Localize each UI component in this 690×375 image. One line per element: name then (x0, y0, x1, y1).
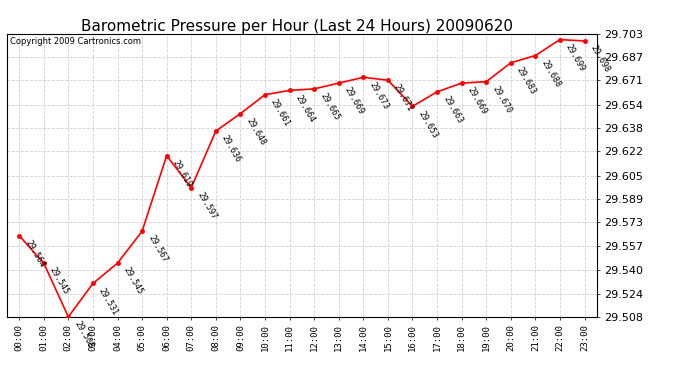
Text: 29.545: 29.545 (48, 266, 71, 296)
Text: 29.664: 29.664 (294, 93, 317, 124)
Text: 29.665: 29.665 (318, 92, 341, 122)
Text: 29.619: 29.619 (171, 159, 194, 189)
Text: Copyright 2009 Cartronics.com: Copyright 2009 Cartronics.com (10, 37, 141, 46)
Text: 29.648: 29.648 (244, 116, 268, 147)
Text: 29.636: 29.636 (220, 134, 243, 164)
Text: 29.669: 29.669 (466, 86, 489, 116)
Text: 29.531: 29.531 (97, 286, 120, 317)
Text: 29.567: 29.567 (146, 234, 169, 264)
Text: 29.508: 29.508 (72, 320, 95, 350)
Text: 29.699: 29.699 (564, 42, 587, 73)
Text: 29.661: 29.661 (269, 98, 292, 128)
Text: 29.698: 29.698 (589, 44, 611, 74)
Text: 29.673: 29.673 (368, 80, 391, 111)
Text: 29.669: 29.669 (343, 86, 366, 116)
Text: 29.564: 29.564 (23, 238, 46, 269)
Text: 29.670: 29.670 (491, 84, 513, 115)
Text: 29.671: 29.671 (392, 83, 415, 114)
Text: Barometric Pressure per Hour (Last 24 Hours) 20090620: Barometric Pressure per Hour (Last 24 Ho… (81, 19, 513, 34)
Text: 29.688: 29.688 (540, 58, 562, 89)
Text: 29.683: 29.683 (515, 66, 538, 96)
Text: 29.545: 29.545 (121, 266, 144, 296)
Text: 29.597: 29.597 (195, 190, 218, 221)
Text: 29.663: 29.663 (441, 94, 464, 125)
Text: 29.653: 29.653 (417, 109, 440, 140)
